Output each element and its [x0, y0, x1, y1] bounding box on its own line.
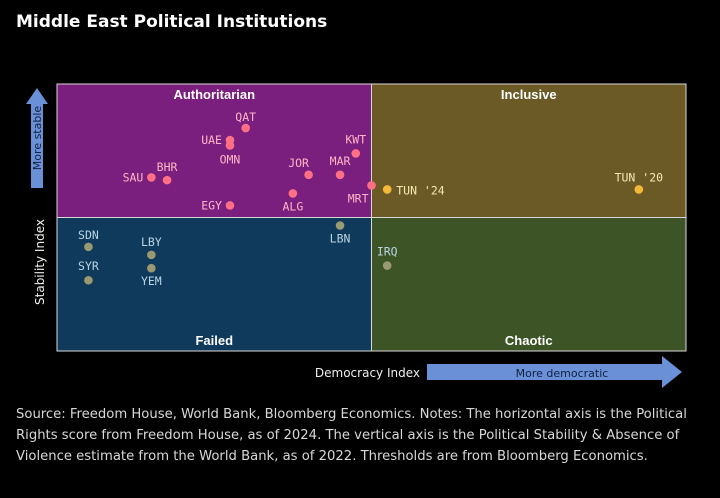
point-irq [382, 261, 392, 270]
point-label-qat: QAT [235, 110, 256, 124]
point-lby [147, 250, 156, 260]
point-kwt [351, 149, 361, 158]
point-label-omn: OMN [220, 152, 241, 166]
point-jor [304, 170, 313, 180]
x-axis-title: Democracy Index [315, 366, 420, 380]
quadrant-layer: Authoritarian Inclusive Failed Chaotic [56, 83, 687, 352]
point-label-syr: SYR [78, 259, 99, 273]
point-label-sau: SAU [123, 170, 144, 184]
point-label-tun-24: TUN '24 [396, 183, 445, 197]
quadrant-label-authoritarian: Authoritarian [173, 87, 255, 102]
point-label-egy: EGY [201, 198, 222, 212]
quadrant-label-failed: Failed [195, 333, 233, 348]
point-label-lby: LBY [141, 235, 162, 249]
point-yem [147, 263, 156, 273]
point-label-tun-20: TUN '20 [615, 170, 664, 184]
point-label-jor: JOR [288, 156, 309, 170]
point-label-bhr: BHR [157, 160, 178, 174]
chaotic-quadrant [371, 217, 687, 352]
point-label-mrt: MRT [348, 191, 369, 205]
point-tun-20 [634, 185, 644, 194]
x-axis-arrow [427, 356, 682, 388]
point-sdn [84, 242, 93, 252]
source-note: Source: Freedom House, World Bank, Bloom… [16, 407, 687, 464]
point-sau [147, 173, 156, 182]
point-mrt [367, 181, 376, 190]
inclusive-quadrant [371, 83, 687, 218]
point-qat [241, 123, 250, 133]
authoritarian-quadrant [56, 83, 372, 218]
point-label-sdn: SDN [78, 228, 99, 242]
point-label-alg: ALG [282, 199, 303, 213]
failed-quadrant [56, 217, 372, 352]
point-tun-24 [382, 185, 392, 194]
point-mar [335, 170, 345, 180]
point-omn [225, 141, 235, 150]
point-label-mar: MAR [330, 154, 351, 168]
point-label-irq: IRQ [377, 245, 398, 259]
point-egy [225, 201, 235, 210]
point-label-lbn: LBN [330, 232, 351, 246]
point-label-kwt: KWT [345, 132, 366, 146]
point-bhr [162, 175, 172, 185]
y-axis-arrow [26, 88, 48, 188]
y-arrow-label: More stable [31, 106, 44, 171]
point-alg [288, 189, 298, 198]
quadrant-label-chaotic: Chaotic [505, 333, 553, 348]
chart-title: Middle East Political Institutions [16, 12, 328, 32]
point-lbn [335, 221, 345, 230]
quadrant-label-inclusive: Inclusive [501, 87, 557, 102]
y-axis-title: Stability Index [33, 219, 47, 305]
points-layer: QAT UAE OMN KWT BHR SAU JOR MAR MRT EGY ALG TUN '24… [78, 110, 663, 288]
point-label-yem: YEM [141, 274, 162, 288]
axis-layer: More stable Stability Index More democrati… [26, 88, 682, 388]
point-syr [84, 275, 93, 285]
point-label-uae: UAE [201, 133, 222, 147]
x-arrow-label: More democratic [516, 367, 609, 380]
